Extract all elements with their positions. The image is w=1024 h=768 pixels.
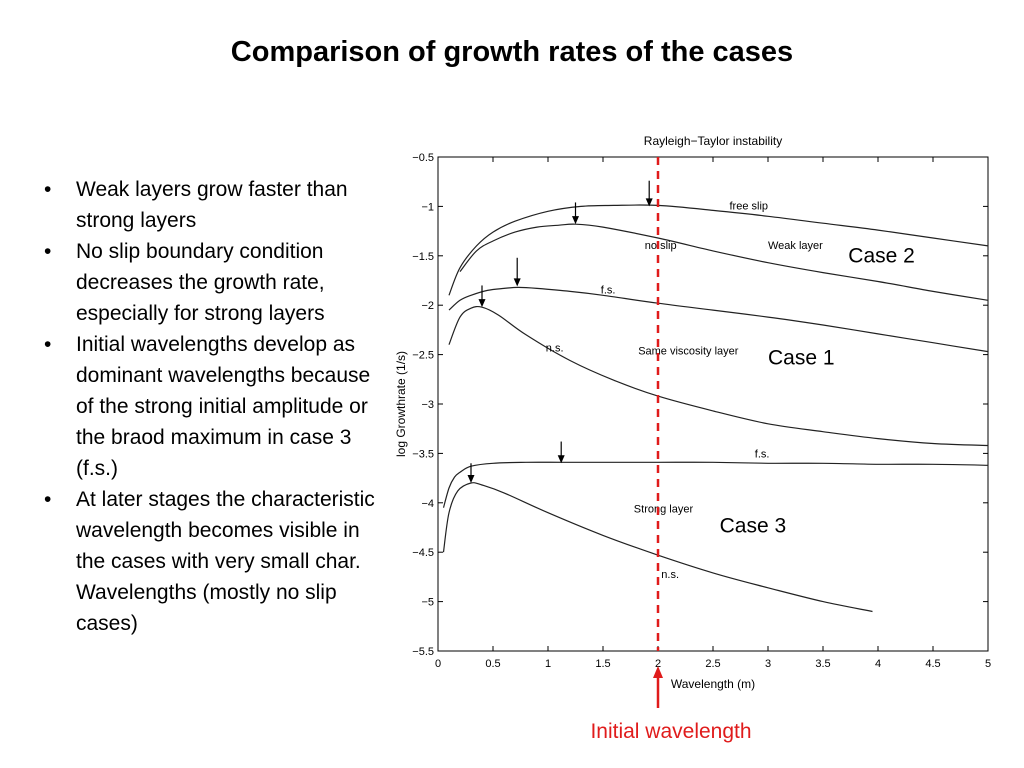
- y-tick-label: −5: [421, 597, 434, 609]
- peak-arrowhead: [478, 299, 486, 308]
- x-tick-label: 5: [985, 658, 991, 670]
- y-tick-label: −5.5: [412, 646, 434, 658]
- curve-annotation: Strong layer: [634, 504, 694, 516]
- y-tick-label: −0.5: [412, 152, 434, 164]
- series-line-no-slip: [459, 223, 989, 301]
- x-tick-label: 2.5: [705, 658, 720, 670]
- bullet-item: At later stages the characteristic wavel…: [44, 484, 380, 639]
- chart-title: Rayleigh−Taylor instability: [644, 134, 782, 148]
- y-tick-label: −3: [421, 399, 434, 411]
- x-tick-label: 0.5: [485, 658, 500, 670]
- curve-annotation: Same viscosity layer: [638, 346, 739, 358]
- y-tick-label: −3.5: [412, 448, 434, 460]
- bullet-item: Initial wavelengths develop as dominant …: [44, 329, 380, 484]
- curve-annotation: n.s.: [661, 569, 679, 581]
- x-tick-label: 3: [765, 658, 771, 670]
- y-tick-label: −4.5: [412, 547, 434, 559]
- y-tick-label: −1: [421, 201, 434, 213]
- peak-arrowhead: [467, 475, 475, 484]
- case-label: Case 1: [768, 346, 835, 369]
- curve-annotation: Weak layer: [768, 240, 823, 252]
- x-tick-label: 1: [545, 658, 551, 670]
- x-tick-label: 3.5: [815, 658, 830, 670]
- series-line-f-s-: [448, 286, 989, 353]
- bullet-item: No slip boundary condition decreases the…: [44, 236, 380, 329]
- peak-arrowhead: [572, 216, 579, 225]
- curve-annotation: no slip: [645, 240, 677, 252]
- x-tick-label: 4.5: [925, 658, 940, 670]
- curve-annotation: free slip: [730, 200, 769, 212]
- x-tick-label: 2: [655, 658, 661, 670]
- x-tick-label: 0: [435, 658, 441, 670]
- peak-arrowhead: [513, 278, 521, 287]
- series-line-n-s-: [448, 305, 989, 447]
- series-line-free-slip: [448, 204, 989, 296]
- y-tick-label: −4: [421, 498, 434, 510]
- curve-annotation: f.s.: [755, 448, 770, 460]
- bullet-item: Weak layers grow faster than strong laye…: [44, 174, 380, 236]
- x-tick-label: 4: [875, 658, 881, 670]
- curve-annotation: n.s.: [546, 343, 564, 355]
- y-tick-label: −1.5: [412, 251, 434, 263]
- initial-wavelength-arrowhead: [653, 666, 663, 678]
- x-tick-label: 1.5: [595, 658, 610, 670]
- slide-title: Comparison of growth rates of the cases: [230, 36, 794, 68]
- x-axis-label: Wavelength (m): [671, 677, 755, 691]
- series-line-n-s-: [442, 482, 873, 613]
- bullet-list: Weak layers grow faster than strong laye…: [44, 174, 380, 639]
- case-label: Case 3: [720, 514, 787, 537]
- peak-arrowhead: [645, 198, 653, 207]
- peak-arrowhead: [557, 455, 565, 464]
- y-tick-label: −2.5: [412, 350, 434, 362]
- series-line-f-s-: [442, 461, 989, 508]
- curve-annotation: f.s.: [601, 284, 616, 296]
- y-axis-label: log Growthrate (1/s): [394, 351, 408, 457]
- case-label: Case 2: [848, 245, 915, 268]
- initial-wavelength-label: Initial wavelength: [590, 720, 751, 743]
- y-tick-label: −2: [421, 300, 434, 312]
